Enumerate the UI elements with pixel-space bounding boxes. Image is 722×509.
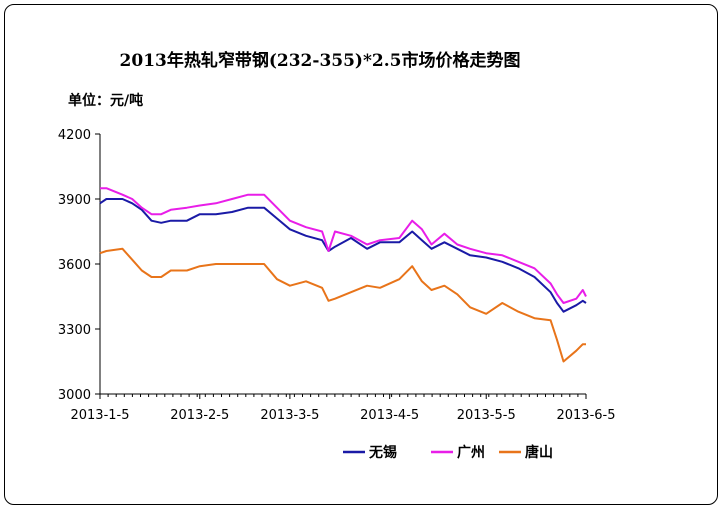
y-tick-label: 4200 bbox=[58, 128, 91, 143]
x-tick-label: 2013-5-5 bbox=[457, 408, 516, 423]
series-line-唐山 bbox=[99, 247, 586, 363]
x-tick-label: 2013-2-5 bbox=[170, 408, 229, 423]
x-tick-label: 2013-1-5 bbox=[70, 408, 129, 423]
chart-frame bbox=[4, 4, 718, 505]
series-line-广州 bbox=[100, 187, 587, 304]
x-tick-label: 2013-4-5 bbox=[360, 408, 419, 423]
y-tick-label: 3900 bbox=[58, 193, 91, 208]
legend-label-广州: 广州 bbox=[457, 444, 485, 461]
chart-title: 2013年热轧窄带钢(232-355)*2.5市场价格走势图 bbox=[119, 51, 521, 71]
y-tick-label: 3600 bbox=[58, 258, 91, 273]
legend-label-无锡: 无锡 bbox=[368, 444, 397, 461]
x-tick-label: 2013-3-5 bbox=[260, 408, 319, 423]
y-tick-label: 3300 bbox=[58, 323, 91, 338]
y-tick-label: 3000 bbox=[58, 388, 91, 403]
unit-label: 单位：元/吨 bbox=[68, 93, 144, 109]
legend-label-唐山: 唐山 bbox=[525, 444, 553, 461]
series-line-无锡 bbox=[99, 198, 587, 313]
x-tick-label: 2013-6-5 bbox=[556, 408, 615, 423]
